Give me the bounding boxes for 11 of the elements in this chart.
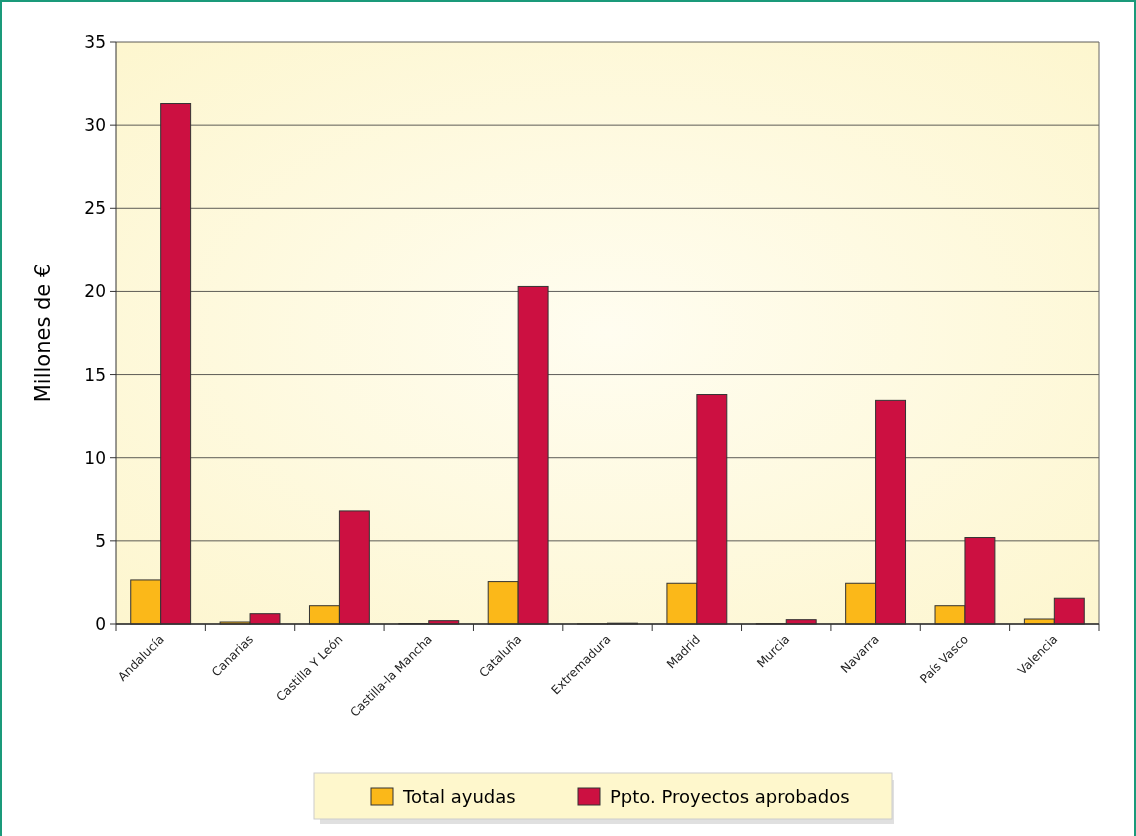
legend-label: Total ayudas (402, 786, 516, 808)
legend-label: Ppto. Proyectos aprobados (610, 786, 850, 808)
y-tick-label: 10 (84, 447, 106, 468)
y-tick-label: 25 (84, 198, 106, 219)
y-axis-title: Millones de € (31, 263, 55, 403)
y-tick-label: 15 (84, 364, 106, 385)
y-tick-label: 35 (84, 31, 106, 52)
y-tick-label: 30 (84, 115, 106, 136)
y-tick-label: 5 (95, 530, 106, 551)
y-tick-label: 0 (95, 613, 106, 634)
y-tick-label: 20 (84, 281, 106, 302)
